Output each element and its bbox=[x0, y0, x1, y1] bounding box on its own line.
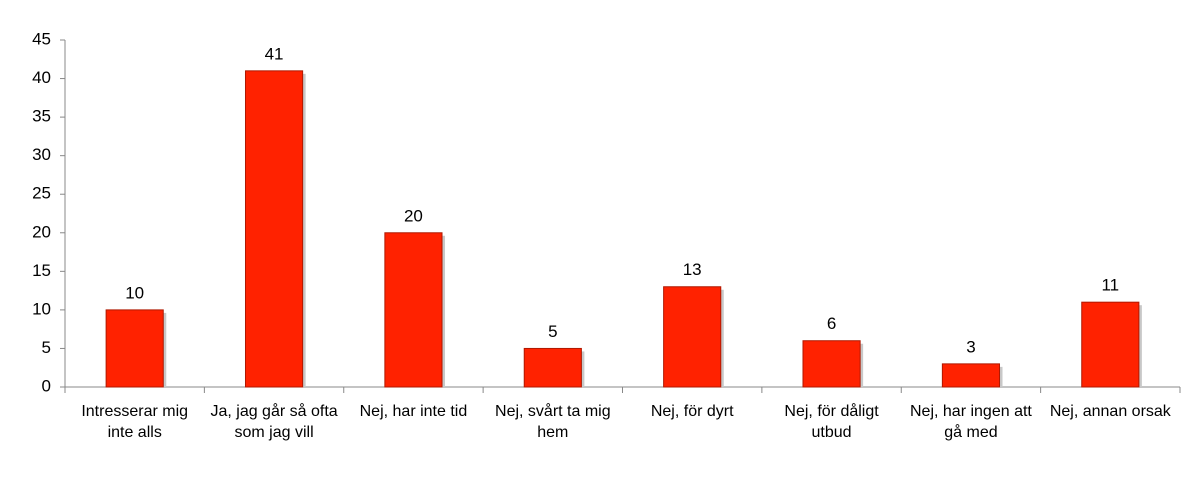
y-tick-label: 25 bbox=[32, 184, 51, 203]
data-label: 3 bbox=[966, 337, 975, 356]
data-label: 10 bbox=[125, 283, 144, 302]
x-tick-label: Nej, har inte tid bbox=[359, 403, 468, 420]
y-tick-label: 35 bbox=[32, 107, 51, 126]
bar bbox=[802, 340, 861, 388]
data-label: 5 bbox=[548, 322, 557, 341]
x-tick-label-box: Nej, har inte tid bbox=[359, 403, 468, 420]
y-tick-label: 40 bbox=[32, 68, 51, 87]
y-tick-label: 10 bbox=[32, 299, 51, 318]
x-tick-label: Nej, för dåligt utbud bbox=[784, 403, 879, 441]
y-tick-label: 45 bbox=[32, 29, 51, 48]
x-tick-label-box: Nej, för dyrt bbox=[650, 403, 734, 420]
x-tick-label: Intresserar mig inte alls bbox=[81, 403, 189, 441]
bar bbox=[523, 347, 582, 388]
bar bbox=[663, 286, 722, 388]
y-tick-label: 0 bbox=[42, 376, 51, 395]
y-tick-label: 20 bbox=[32, 222, 51, 241]
bar bbox=[244, 70, 304, 388]
bar bbox=[1081, 301, 1140, 388]
bar bbox=[941, 363, 1001, 388]
x-tick-label: Nej, annan orsak bbox=[1049, 403, 1171, 420]
bar bbox=[384, 232, 443, 388]
x-tick-label: Nej, svårt ta mig hem bbox=[495, 403, 611, 441]
bar bbox=[105, 309, 164, 388]
x-tick-label-box: Nej, annan orsak bbox=[1049, 403, 1171, 420]
data-label: 13 bbox=[683, 260, 702, 279]
y-tick-label: 5 bbox=[42, 338, 51, 357]
x-tick-label-box: Nej, för dåligt utbud bbox=[784, 403, 879, 441]
x-tick-label-box: Ja, jag går så ofta som jag vill bbox=[210, 403, 338, 441]
x-tick-label-box: Intresserar mig inte alls bbox=[81, 403, 189, 441]
y-tick-label: 30 bbox=[32, 145, 51, 164]
data-label: 20 bbox=[404, 206, 423, 225]
data-label: 41 bbox=[265, 44, 284, 63]
x-tick-label: Nej, för dyrt bbox=[650, 403, 734, 420]
data-label: 6 bbox=[827, 314, 836, 333]
x-tick-label-box: Nej, svårt ta mig hem bbox=[495, 403, 611, 441]
x-tick-label: Ja, jag går så ofta som jag vill bbox=[210, 403, 338, 441]
x-tick-label: Nej, har ingen att gå med bbox=[910, 403, 1032, 441]
data-label: 11 bbox=[1101, 276, 1119, 295]
x-tick-label-box: Nej, har ingen att gå med bbox=[910, 403, 1032, 441]
y-tick-label: 15 bbox=[32, 261, 51, 280]
